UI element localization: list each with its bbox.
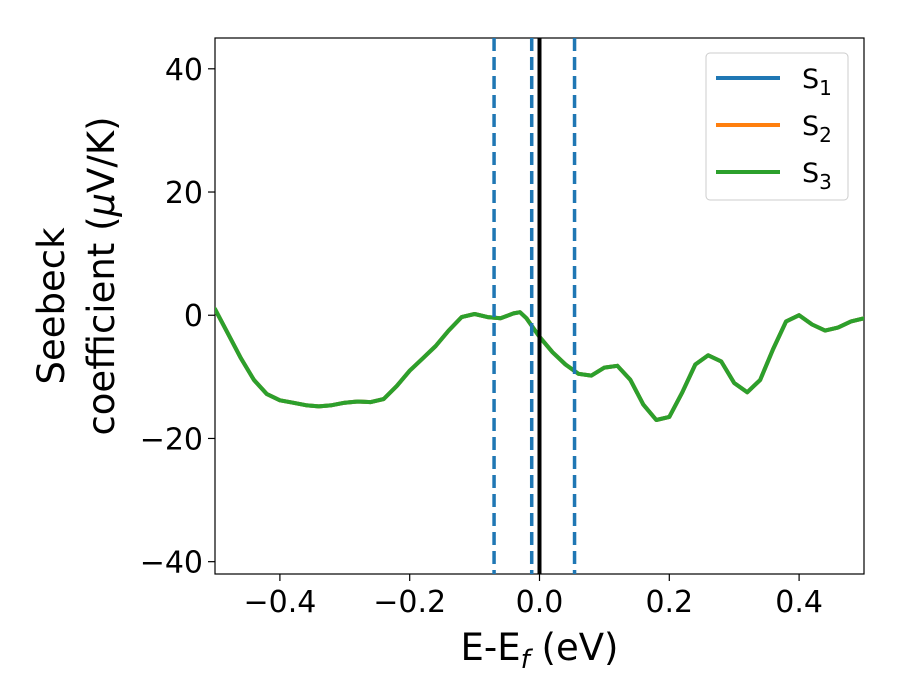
reference-lines [492, 38, 577, 574]
x-tick-label: −0.2 [373, 585, 446, 620]
legend-label-s1: S1 [802, 64, 832, 100]
x-tick-label: 0.0 [516, 585, 564, 620]
y-axis-title-line2: coefficient (μV/K) [80, 116, 123, 435]
y-tick-label: 0 [184, 299, 203, 334]
x-tick-label: 0.4 [775, 585, 823, 620]
legend: S1 S2 S3 [705, 52, 849, 201]
y-tick-label: −20 [140, 422, 203, 457]
x-tick-label: −0.4 [243, 585, 316, 620]
y-tick-label: 40 [165, 53, 203, 88]
x-axis-title: E-Ef (eV) [461, 626, 619, 675]
y-tick-label: 20 [165, 176, 203, 211]
y-tick-label: −40 [140, 546, 203, 581]
legend-label-s3: S3 [802, 158, 832, 194]
x-axis: −0.4 −0.2 0.0 0.2 0.4 [243, 574, 823, 620]
y-axis-title-line1: Seebeck [30, 227, 73, 385]
legend-label-s2: S2 [802, 111, 832, 147]
x-tick-label: 0.2 [645, 585, 693, 620]
y-axis: 40 20 0 −20 −40 [140, 53, 215, 581]
plot-area [214, 37, 865, 575]
y-axis-title: Seebeck coefficient (μV/K) [30, 116, 123, 435]
